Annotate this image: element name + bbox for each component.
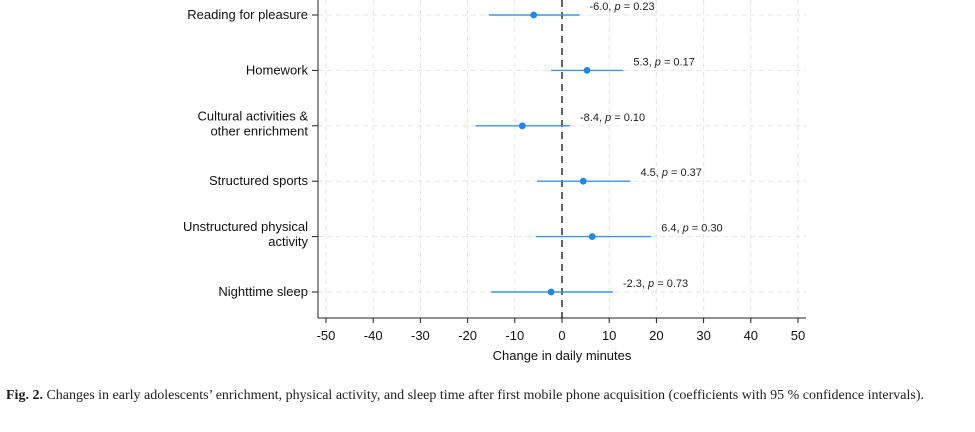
x-tick-label: 10 [602, 328, 616, 343]
caption-text: Changes in early adolescents’ enrichment… [42, 388, 925, 403]
category-label: Structured sports [209, 173, 308, 188]
category-label-line: Homework [246, 62, 309, 77]
x-tick-label: -50 [317, 328, 336, 343]
x-tick-label: 0 [558, 328, 565, 343]
category-label: Unstructured physical activity [183, 219, 308, 249]
annotation-value: 5.3, [633, 56, 654, 68]
axis-layer: -50 -40 -30 -20 -10 0 10 20 30 40 50 Reading for pl… [183, 0, 806, 343]
category-label: Cultural activities & other enrichment [197, 108, 308, 138]
x-tick-label: 30 [696, 328, 710, 343]
annotation-p-symbol: p [647, 278, 654, 290]
estimate-annotation: -2.3, p = 0.73 [623, 278, 688, 290]
point-estimate [579, 177, 587, 185]
category-label-line: Nighttime sleep [218, 284, 308, 299]
category-label-line: Cultural activities & [197, 108, 308, 123]
annotation-value: -2.3, [623, 278, 648, 290]
category-label: Nighttime sleep [218, 284, 308, 299]
annotation-p-value: = 0.17 [661, 56, 695, 68]
annotation-p-value: = 0.23 [621, 1, 655, 13]
annotation-value: 4.5, [640, 167, 661, 179]
estimate-annotation: 6.4, p = 0.30 [661, 223, 722, 235]
annotation-value: 6.4, [661, 223, 682, 235]
point-estimate [583, 67, 591, 74]
figure-caption: Fig. 2. Changes in early adolescents’ en… [6, 386, 971, 405]
marks-layer: -6.0, p = 0.23 5.3, p = 0.17 -8.4, p = 0.1… [475, 0, 723, 318]
annotation-p-value: = 0.30 [689, 223, 723, 235]
category-label-line: activity [268, 234, 308, 249]
point-estimate [588, 233, 596, 241]
chart-svg: -50 -40 -30 -20 -10 0 10 20 30 40 50 Reading for pl… [183, 0, 806, 363]
x-tick-label: 50 [791, 328, 805, 343]
x-tick-label: -30 [411, 328, 430, 343]
category-label-line: other enrichment [210, 123, 308, 138]
coefficient-plot: -50 -40 -30 -20 -10 0 10 20 30 40 50 Reading for pl… [183, 0, 806, 363]
point-estimate [518, 122, 526, 130]
caption-label: Fig. 2. [6, 388, 43, 403]
x-tick-label: -40 [364, 328, 383, 343]
annotation-p-symbol: p [682, 223, 689, 235]
estimate-annotation: -8.4, p = 0.10 [580, 112, 645, 124]
annotation-p-symbol: p [614, 1, 621, 13]
category-label-line: Unstructured physical [183, 219, 308, 234]
annotation-p-value: = 0.73 [654, 278, 688, 290]
category-label-line: Structured sports [209, 173, 308, 188]
annotation-p-symbol: p [604, 112, 611, 124]
x-tick-label: 20 [649, 328, 663, 343]
point-estimate [547, 288, 555, 296]
annotation-p-value: = 0.10 [611, 112, 645, 124]
x-axis-title: Change in daily minutes [493, 348, 632, 363]
annotation-p-value: = 0.37 [668, 167, 702, 179]
annotation-p-symbol: p [654, 56, 661, 68]
annotation-p-symbol: p [661, 167, 668, 179]
category-label: Reading for pleasure [187, 7, 308, 22]
x-tick-label: 40 [744, 328, 758, 343]
category-label: Homework [246, 62, 309, 77]
x-tick-label: -20 [458, 328, 477, 343]
annotation-value: -8.4, [580, 112, 605, 124]
annotation-value: -6.0, [589, 1, 614, 13]
category-label-line: Reading for pleasure [187, 7, 308, 22]
x-tick-label: -10 [505, 328, 524, 343]
estimate-annotation: 4.5, p = 0.37 [640, 167, 701, 179]
estimate-annotation: -6.0, p = 0.23 [589, 1, 654, 13]
point-estimate [530, 11, 538, 19]
estimate-annotation: 5.3, p = 0.17 [633, 56, 694, 68]
